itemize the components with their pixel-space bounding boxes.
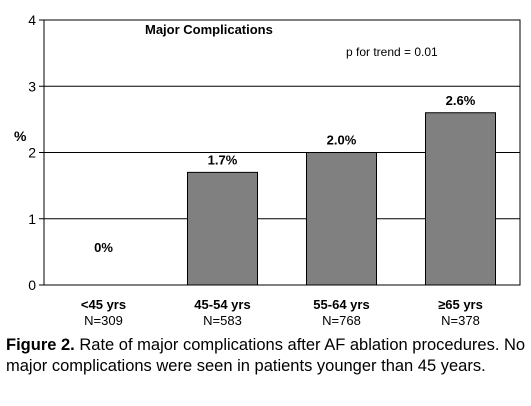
y-tick-label: 2: [28, 145, 36, 161]
x-category-label: 55-64 yrs: [313, 297, 369, 312]
x-sample-size-label: N=768: [322, 313, 361, 328]
y-tick-label: 1: [28, 211, 36, 227]
bars: [187, 112, 496, 286]
bar: [425, 112, 496, 286]
figure-caption: Figure 2. Rate of major complications af…: [6, 335, 526, 377]
bar: [306, 152, 377, 286]
x-sample-size-label: N=583: [203, 313, 242, 328]
y-tick-labels: 0 1 2 3 4: [28, 12, 36, 293]
y-tick-label: 3: [28, 78, 36, 94]
trend-annotation: p for trend = 0.01: [346, 45, 438, 59]
caption-label: Figure 2.: [6, 336, 75, 354]
y-tick-label: 4: [28, 12, 36, 28]
data-label: 2.0%: [327, 133, 357, 148]
data-label: 2.6%: [446, 93, 476, 108]
x-category-label: ≥65 yrs: [438, 297, 483, 312]
data-label: 1.7%: [208, 152, 238, 167]
x-category-label: <45 yrs: [81, 297, 126, 312]
x-category-label: 45-54 yrs: [194, 297, 250, 312]
y-axis-label: %: [14, 128, 27, 144]
y-tick-label: 0: [28, 277, 36, 293]
x-sample-size-label: N=378: [441, 313, 480, 328]
x-sample-size-label: N=309: [84, 313, 123, 328]
caption-text: Rate of major complications after AF abl…: [6, 336, 526, 375]
data-label: 0%: [94, 240, 113, 255]
bar: [187, 171, 258, 286]
value-labels: 0% 1.7% 2.0% 2.6%: [94, 93, 476, 255]
chart-title: Major Complications: [145, 22, 273, 37]
